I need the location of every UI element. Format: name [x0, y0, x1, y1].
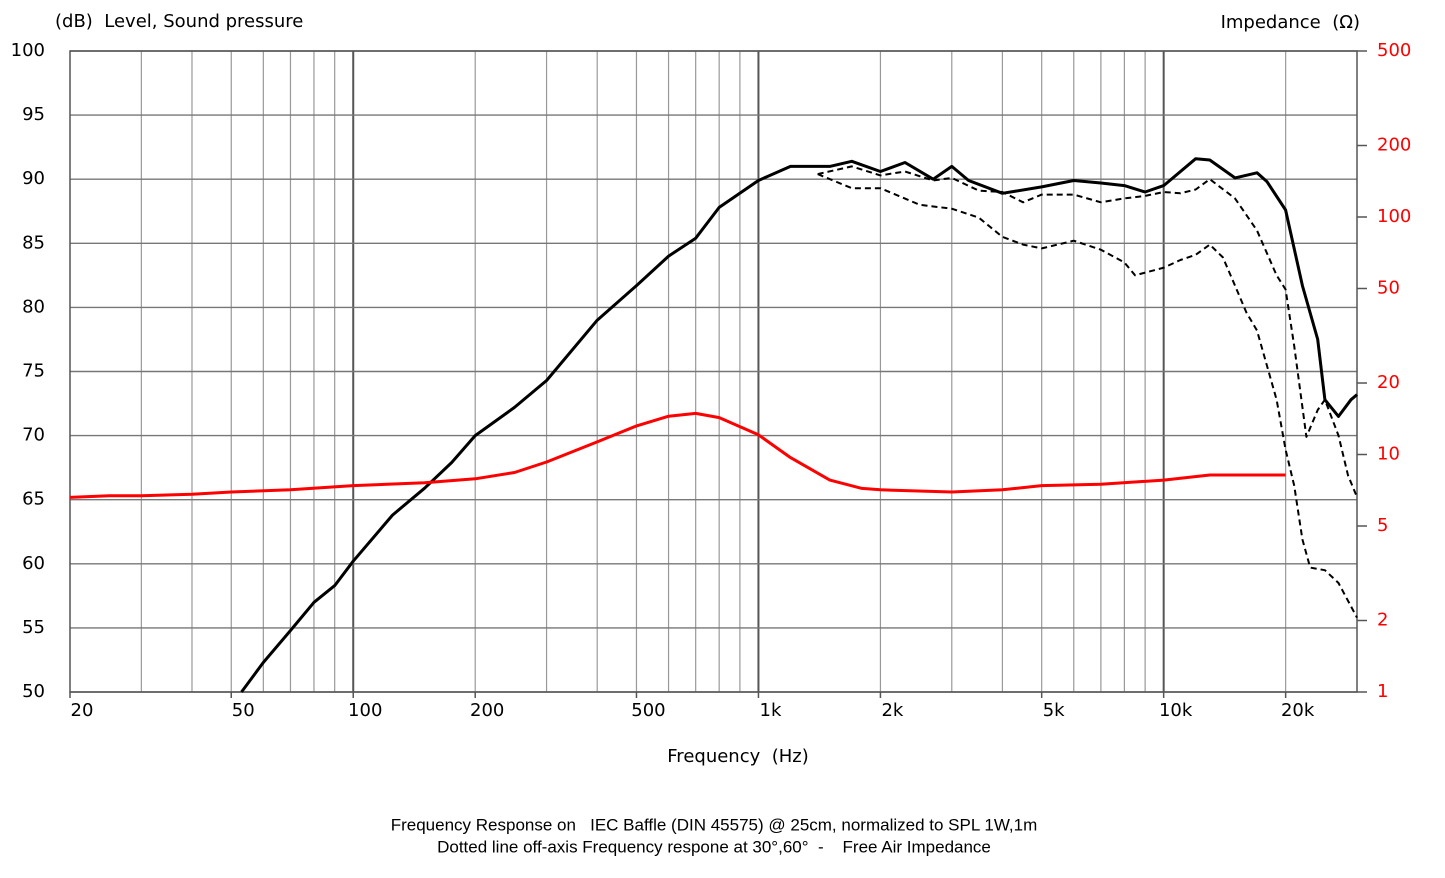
- y-tick-label: 70: [22, 425, 45, 446]
- series-line: [817, 165, 1358, 498]
- y-axis-label: (dB) Level, Sound pressure: [55, 11, 303, 32]
- x-tick-label: 5k: [1043, 700, 1065, 721]
- y2-tick-label: 2: [1377, 610, 1388, 631]
- y2-tick-label: 10: [1377, 444, 1400, 465]
- y2-axis-label: Impedance (Ω): [1221, 12, 1360, 33]
- series-line: [817, 173, 1358, 619]
- y-tick-label: 95: [22, 104, 45, 125]
- x-tick-label: 20: [71, 700, 94, 721]
- x-tick-label: 100: [348, 700, 382, 721]
- x-tick-label: 10k: [1159, 700, 1193, 721]
- y2-tick-label: 20: [1377, 372, 1400, 393]
- x-tick-label: 200: [470, 700, 504, 721]
- x-tick-label: 500: [631, 700, 665, 721]
- y-tick-label: 50: [22, 681, 45, 702]
- series-line: [240, 157, 1358, 693]
- y-tick-label: 100: [11, 40, 45, 61]
- y2-tick-label: 50: [1377, 277, 1400, 298]
- y-tick-label: 60: [22, 553, 45, 574]
- y-tick-label: 90: [22, 168, 45, 189]
- x-axis-label: Frequency (Hz): [667, 746, 808, 767]
- x-tick-label: 20k: [1281, 700, 1315, 721]
- y-tick-label: 75: [22, 361, 45, 382]
- plot-frame: [69, 50, 1358, 693]
- note: Dotted line off-axis Frequency respone a…: [437, 837, 991, 856]
- y-tick-label: 85: [22, 232, 45, 253]
- y2-tick-label: 500: [1377, 40, 1411, 61]
- x-tick-label: 1k: [760, 700, 782, 721]
- y2-tick-label: 1: [1377, 681, 1388, 702]
- y2-tick-label: 100: [1377, 206, 1411, 227]
- y2-tick-label: 200: [1377, 135, 1411, 156]
- x-tick-label: 50: [232, 700, 255, 721]
- y-tick-label: 55: [22, 617, 45, 638]
- x-tick-label: 2k: [881, 700, 903, 721]
- y-tick-label: 80: [22, 296, 45, 317]
- series-line: [69, 411, 1286, 499]
- note: Frequency Response on IEC Baffle (DIN 45…: [391, 815, 1038, 834]
- y2-tick-label: 5: [1377, 515, 1388, 536]
- y-tick-label: 65: [22, 489, 45, 510]
